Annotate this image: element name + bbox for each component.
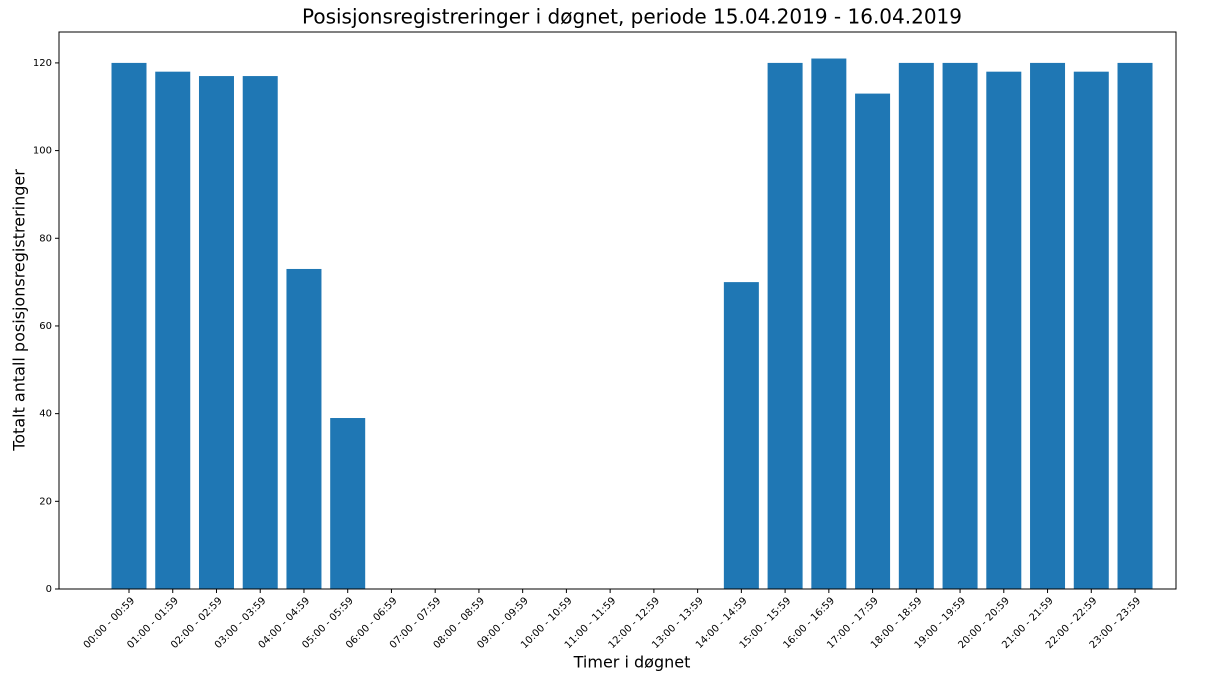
- y-tick-label: 100: [33, 146, 52, 157]
- bar: [1030, 62, 1066, 590]
- y-tick-label: 0: [46, 584, 52, 595]
- bar: [811, 58, 847, 590]
- y-tick-label: 60: [39, 321, 52, 332]
- bar: [198, 76, 234, 590]
- bar: [855, 93, 891, 589]
- bar: [1117, 62, 1153, 590]
- bar: [942, 62, 978, 590]
- bar: [242, 76, 278, 590]
- y-tick-label: 80: [39, 233, 52, 244]
- bar: [286, 268, 322, 589]
- y-tick-label: 120: [33, 58, 52, 69]
- bar: [330, 418, 366, 589]
- bar: [1073, 71, 1109, 590]
- chart-title: Posisjonsregistreringer i døgnet, period…: [302, 5, 962, 29]
- y-axis-label: Totalt antall posisjonsregistreringer: [10, 169, 29, 452]
- plot-frame: [58, 31, 1177, 590]
- bar: [155, 71, 191, 590]
- bar: [898, 62, 934, 590]
- bar: [111, 62, 147, 590]
- y-tick-label: 40: [39, 409, 52, 420]
- bar: [986, 71, 1022, 590]
- bar: [767, 62, 803, 590]
- y-tick-label: 20: [39, 496, 52, 507]
- x-axis-label: Timer i døgnet: [573, 653, 691, 672]
- bar: [723, 282, 759, 589]
